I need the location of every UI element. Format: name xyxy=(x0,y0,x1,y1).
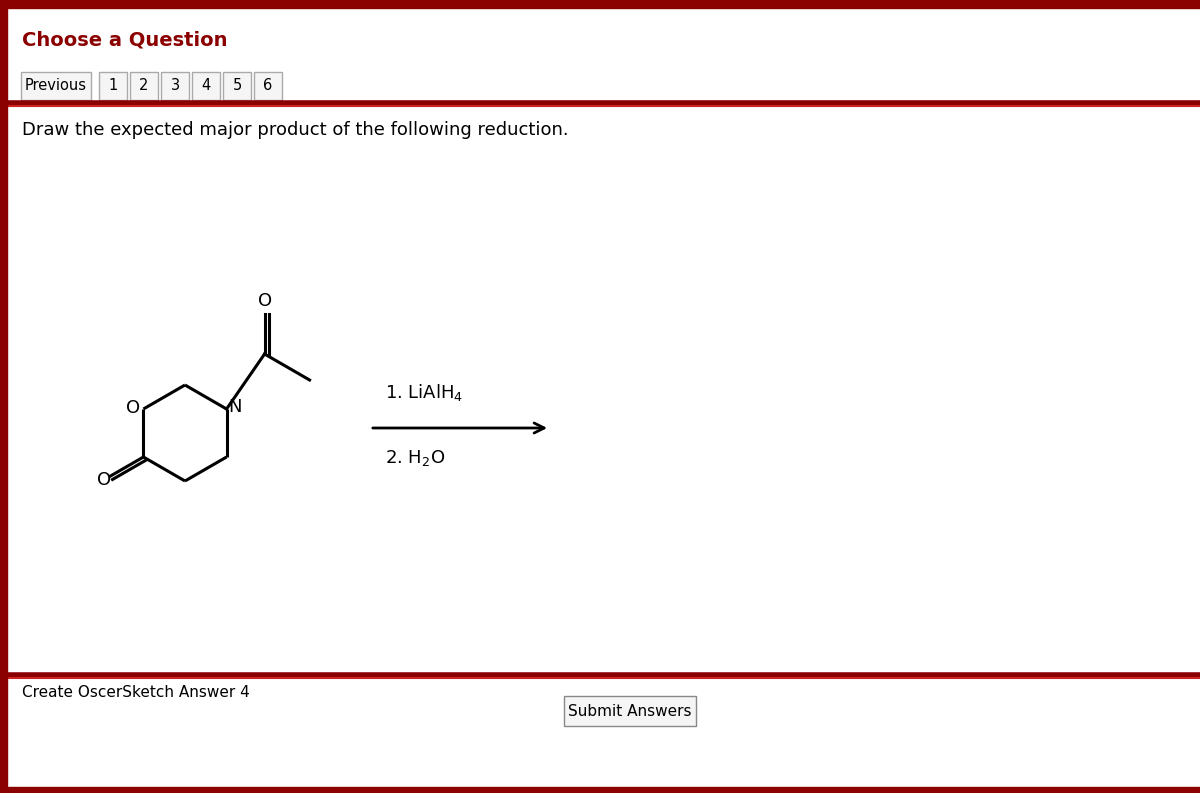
Text: 3: 3 xyxy=(170,79,180,94)
Text: 5: 5 xyxy=(233,79,241,94)
Text: Submit Answers: Submit Answers xyxy=(569,703,691,718)
Text: 2: 2 xyxy=(139,79,149,94)
Text: O: O xyxy=(258,292,271,310)
Bar xyxy=(0,787,1200,793)
FancyBboxPatch shape xyxy=(98,72,127,100)
Text: 1: 1 xyxy=(108,79,118,94)
Text: 6: 6 xyxy=(263,79,272,94)
FancyBboxPatch shape xyxy=(22,72,91,100)
Text: Previous: Previous xyxy=(25,79,88,94)
FancyBboxPatch shape xyxy=(130,72,158,100)
FancyBboxPatch shape xyxy=(223,72,251,100)
FancyBboxPatch shape xyxy=(564,696,696,726)
Text: Choose a Question: Choose a Question xyxy=(22,31,228,50)
Bar xyxy=(0,0,1200,8)
Text: 1. LiAlH$_4$: 1. LiAlH$_4$ xyxy=(385,382,463,403)
FancyBboxPatch shape xyxy=(192,72,220,100)
FancyBboxPatch shape xyxy=(254,72,282,100)
Text: O: O xyxy=(97,471,112,489)
Text: 4: 4 xyxy=(202,79,211,94)
FancyBboxPatch shape xyxy=(161,72,190,100)
Text: 2. H$_2$O: 2. H$_2$O xyxy=(385,448,445,468)
Text: N: N xyxy=(228,398,241,416)
Text: O: O xyxy=(126,399,140,417)
Text: Draw the expected major product of the following reduction.: Draw the expected major product of the f… xyxy=(22,121,569,139)
Bar xyxy=(0,0,7,793)
Text: Create OscerSketch Answer 4: Create OscerSketch Answer 4 xyxy=(22,685,250,700)
